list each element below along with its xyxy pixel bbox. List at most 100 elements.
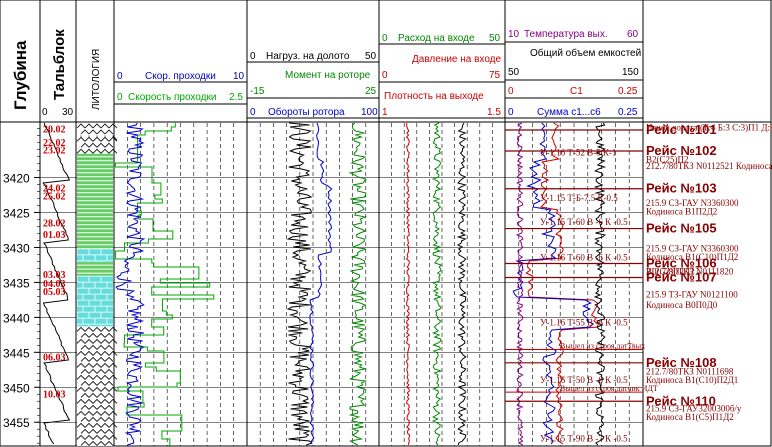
lith-dolomite-mark bbox=[76, 422, 86, 428]
lith-dolomite-mark bbox=[88, 142, 98, 148]
depth-label: 3425 bbox=[3, 206, 30, 220]
rop1-curve bbox=[115, 122, 146, 446]
bha-text: Кодиноса В0П0Д0 bbox=[646, 300, 718, 310]
lith-dolomite bbox=[77, 326, 113, 446]
lith-dolomite-mark bbox=[76, 148, 86, 154]
lith-dolomite-mark bbox=[96, 356, 106, 362]
lith-dolomite-mark bbox=[100, 362, 110, 368]
lith-dolomite-mark bbox=[92, 136, 102, 142]
lith-dolomite-mark bbox=[84, 136, 94, 142]
bha-text: Кодиноса В1(С10)П2Д1 bbox=[646, 375, 738, 385]
t4-curve3-name: Плотность на выходе bbox=[384, 91, 484, 102]
lithology-title: ЛИТОЛОГИЯ bbox=[91, 49, 102, 110]
lith-dolomite-mark bbox=[80, 428, 90, 434]
talblock-date: 10.03 bbox=[43, 390, 66, 401]
lith-dolomite-mark bbox=[96, 332, 106, 338]
depth-label: 3440 bbox=[3, 311, 30, 325]
lith-dolomite-mark bbox=[100, 374, 110, 380]
lith-dolomite-mark bbox=[88, 356, 98, 362]
lith-dolomite-mark bbox=[76, 326, 86, 332]
lith-dolomite-mark bbox=[108, 422, 118, 428]
lith-dolomite-mark bbox=[84, 148, 94, 154]
lith-dolomite-mark bbox=[108, 398, 118, 404]
lith-dolomite-mark bbox=[92, 410, 102, 416]
lith-dolomite-mark bbox=[100, 326, 110, 332]
lith-dolomite-mark bbox=[108, 350, 118, 356]
motor-text: У-1.16 Т-60 В -6 К -0.5 bbox=[540, 253, 628, 263]
lith-dolomite-mark bbox=[96, 380, 106, 386]
c1-curve bbox=[525, 122, 599, 445]
event-text: Вышел из строя датТвых bbox=[560, 342, 645, 351]
t5-curve1-max: 60 bbox=[627, 29, 639, 40]
lith-dolomite-mark bbox=[88, 392, 98, 398]
lith-dolomite-mark bbox=[104, 404, 114, 410]
depth-label: 3450 bbox=[3, 381, 30, 395]
bha-text: Кодиноса В1(С5)П1Д2 bbox=[646, 412, 734, 422]
lith-dolomite-mark bbox=[88, 440, 98, 446]
t4-curve2-max: 75 bbox=[489, 70, 501, 81]
lith-clay bbox=[77, 153, 113, 249]
t4-curve1-max: 50 bbox=[489, 33, 501, 44]
t2-curve1-name: Скор. проходки bbox=[145, 71, 216, 82]
t4-curve3-min: 1 bbox=[382, 107, 388, 118]
lith-dolomite-mark bbox=[92, 422, 102, 428]
t4-curve3-max: 1.5 bbox=[487, 107, 501, 118]
lith-dolomite-mark bbox=[84, 374, 94, 380]
torque-curve bbox=[348, 122, 368, 446]
lith-dolomite-mark bbox=[80, 380, 90, 386]
t5-curve2-min: 50 bbox=[508, 67, 520, 78]
talblock-date: 23.02 bbox=[43, 146, 66, 157]
lith-dolomite-mark bbox=[88, 416, 98, 422]
lith-dolomite-mark bbox=[108, 362, 118, 368]
lith-dolomite-mark bbox=[100, 434, 110, 440]
lith-dolomite-mark bbox=[100, 148, 110, 154]
lith-dolomite-mark bbox=[100, 338, 110, 344]
rpm-curve bbox=[309, 122, 333, 445]
lith-dolomite-mark bbox=[92, 123, 102, 129]
run-label: Рейс №106 bbox=[646, 256, 717, 271]
depth-label: 3435 bbox=[3, 276, 30, 290]
track5-header: 10 Температура вых. 60 Общий объем емкос… bbox=[505, 29, 643, 119]
t3-curve3-min: 0 bbox=[250, 107, 256, 118]
lith-dolomite-mark bbox=[84, 350, 94, 356]
bha-text: 212.7/80ТКЗ N0111698 bbox=[646, 366, 734, 376]
motor-text: У-1.15 Т-90 В -7 К -0.5 bbox=[540, 434, 628, 444]
lith-dolomite-mark bbox=[76, 136, 86, 142]
lith-dolomite-mark bbox=[92, 434, 102, 440]
talblock-date: 01.03 bbox=[43, 230, 66, 241]
lith-dolomite-mark bbox=[96, 404, 106, 410]
talblock-date: 06.03 bbox=[43, 353, 66, 364]
lith-dolomite-mark bbox=[84, 326, 94, 332]
lith-dolomite-mark bbox=[84, 338, 94, 344]
depth-label: 3420 bbox=[3, 172, 30, 186]
lith-dolomite-mark bbox=[80, 416, 90, 422]
t5-curve1-min: 10 bbox=[508, 29, 520, 40]
lith-dolomite-mark bbox=[80, 332, 90, 338]
lith-dolomite-mark bbox=[92, 350, 102, 356]
track3-header: 0 Нагруз. на долото 50 Момент на роторе … bbox=[247, 51, 379, 119]
lith-dolomite-mark bbox=[76, 350, 86, 356]
lith-dolomite-mark bbox=[88, 428, 98, 434]
log-curves bbox=[42, 122, 607, 447]
lith-dolomite-mark bbox=[104, 416, 114, 422]
lith-dolomite-mark bbox=[96, 368, 106, 374]
t5-curve3-max: 0.25 bbox=[618, 86, 638, 97]
run-annotations: Рейс №101 Рейс №102 Рейс №103 Рейс №105 Рейс… bbox=[505, 122, 772, 444]
t4-curve2-name: Давление на входе bbox=[412, 54, 502, 65]
talblock-curve bbox=[42, 122, 71, 445]
run-label: Рейс №110 bbox=[646, 393, 716, 408]
lith-dolomite-mark bbox=[104, 142, 114, 148]
lith-dolomite-mark bbox=[100, 398, 110, 404]
rop2-curve bbox=[114, 123, 215, 447]
lith-dolomite-mark bbox=[80, 404, 90, 410]
lith-dolomite-mark bbox=[96, 440, 106, 446]
lith-dolomite-mark bbox=[96, 428, 106, 434]
lith-dolomite-mark bbox=[80, 368, 90, 374]
lith-dolomite-mark bbox=[88, 380, 98, 386]
lith-dolomite-mark bbox=[88, 404, 98, 410]
lith-dolomite-mark bbox=[84, 123, 94, 129]
bha-text: Кодиноса В1(С10)П1Д2 bbox=[646, 252, 738, 262]
t5-curve4-name: Сумма с1...с6 bbox=[537, 107, 601, 118]
t5-curve1-name: Температура вых. bbox=[524, 29, 608, 40]
temp-curve bbox=[515, 122, 524, 446]
